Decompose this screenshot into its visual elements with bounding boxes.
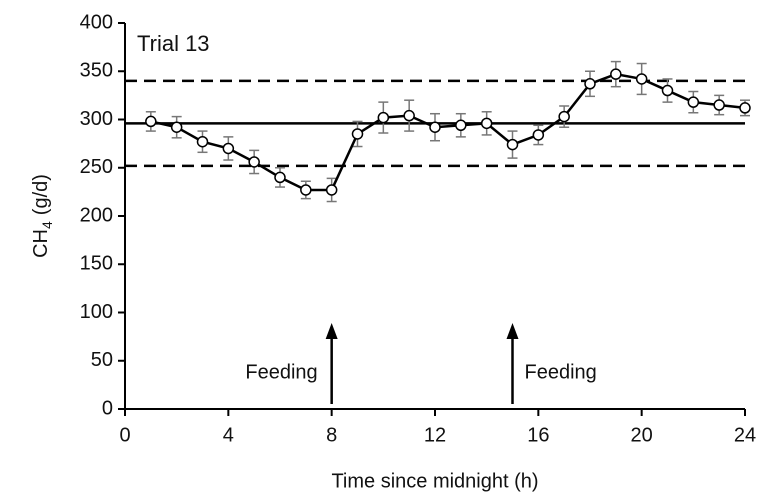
x-tick-label: 0 [119,424,130,446]
y-tick-label: 100 [80,301,113,323]
data-point [274,171,286,184]
data-point [480,117,493,130]
annotation-label: Feeding [245,361,317,383]
x-tick-label: 20 [631,424,653,446]
data-point [196,135,209,148]
chart-annotation-title: Trial 13 [137,31,210,56]
x-tick-label: 16 [527,424,549,446]
y-tick-label: 350 [80,60,113,82]
y-tick-label: 400 [80,11,113,33]
arrow-head [506,323,519,339]
data-point [351,128,364,140]
y-tick-label: 50 [91,349,113,371]
data-point [610,68,622,80]
arrow-head [325,323,338,339]
y-tick-label: 200 [80,204,113,226]
data-point [687,96,700,108]
data-point [635,73,648,85]
data-point [325,184,338,196]
y-label-main: CH [30,229,52,258]
y-label-sub: 4 [39,221,55,229]
x-tick-label: 4 [223,424,234,446]
data-point [222,142,235,155]
x-tick-label: 8 [326,424,337,446]
data-point [558,110,570,123]
data-point [661,84,674,97]
y-label-unit: (g/d) [30,174,52,215]
y-tick-label: 150 [80,253,113,275]
data-point [377,111,390,124]
data-point [532,129,545,141]
data-point [170,121,183,133]
y-tick-label: 250 [80,156,113,178]
data-point [584,78,596,90]
x-tick-label: 12 [424,424,446,446]
series-line [150,72,746,192]
data-point [145,115,157,128]
annotation-label: Feeding [525,361,597,383]
data-point [713,99,725,111]
y-axis-label: CH4 (g/d) [30,174,54,258]
y-tick-label: 300 [80,108,113,130]
data-point [739,102,751,114]
data-point [248,156,260,168]
data-point [429,121,441,133]
data-point [300,184,312,196]
data-point [403,109,415,122]
x-axis-label: Time since midnight (h) [331,470,538,492]
data-point [455,119,467,132]
data-point [506,138,519,151]
x-tick-label: 24 [734,424,756,446]
y-tick-label: 0 [102,397,113,419]
